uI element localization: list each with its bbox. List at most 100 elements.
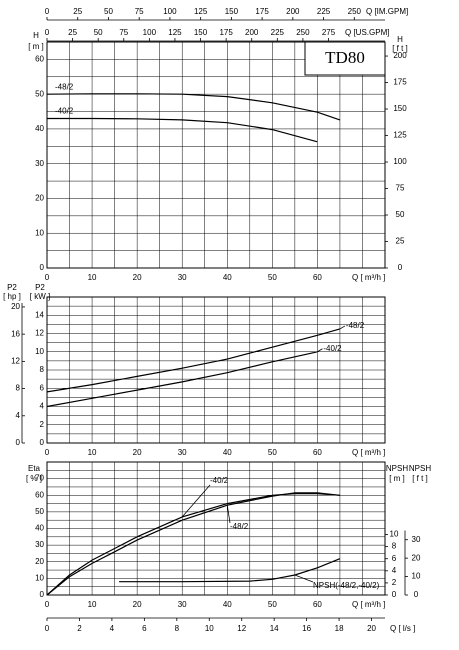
y2-tick-label: 8 [392,542,397,551]
y2-tick-label: 0 [392,590,397,599]
x-tick-label: 60 [313,448,322,457]
curve [46,351,318,408]
y-tick-label: 10 [35,573,44,582]
top-tick-label: 75 [119,28,128,37]
y-tick-label: 20 [35,194,44,203]
leader [339,325,346,330]
bottom-tick-label: 16 [302,624,311,633]
y-tick-label: 0 [40,590,45,599]
top-tick-label: 250 [348,7,362,16]
y2-tick-label: 20 [11,302,20,311]
y3-axis-label: [ f t ] [412,474,428,483]
y-axis-label: P2 [35,283,45,292]
series-label: -40/2 [323,344,342,353]
bottom-tick-label: 6 [142,624,147,633]
curve [47,117,318,143]
plot-frame [46,41,386,269]
y-axis-label: [ % ] [26,474,42,483]
x-tick-label: 0 [45,448,50,457]
y-tick-label: 30 [35,540,44,549]
y-tick-label: 2 [40,420,45,429]
series-label: -48/2 [346,321,365,330]
bottom-tick-label: 20 [367,624,376,633]
y2-tick-label: 150 [393,104,407,113]
y2-tick-label: 10 [390,530,399,539]
y-tick-label: 40 [35,124,44,133]
top-tick-label: 175 [255,7,269,16]
y-tick-label: 60 [35,490,44,499]
y3-tick-label: 20 [412,553,421,562]
top-tick-label: 125 [194,7,208,16]
x-axis-label: Q [ m³/h ] [352,448,385,457]
x-tick-label: 40 [223,273,232,282]
y3-tick-label: 10 [412,572,421,581]
top-tick-label: 225 [317,7,331,16]
x-axis-label: Q [ m³/h ] [352,600,385,609]
top-tick-label: 25 [73,7,82,16]
top-tick-label: 25 [68,28,77,37]
x-tick-label: 30 [178,448,187,457]
y-tick-label: 70 [35,474,44,483]
y2-tick-label: 16 [11,329,20,338]
y-tick-label: 14 [35,310,44,319]
y2-axis-label: [ m ] [389,474,405,483]
y3-axis-label: NPSH [409,464,431,473]
y2-tick-label: 175 [393,78,407,87]
x-tick-label: 50 [268,448,277,457]
top-tick-label: 275 [322,28,336,37]
leader [294,574,314,583]
y-axis-label: Eta [28,464,41,473]
y2-axis-label: P2 [7,283,17,292]
top-tick-label: 175 [219,28,233,37]
x-tick-label: 20 [133,600,142,609]
series-label: -48/2 [55,82,74,91]
curve [46,93,341,121]
x-tick-label: 20 [133,448,142,457]
x-tick-label: 60 [313,600,322,609]
y-tick-label: 6 [40,383,45,392]
y-tick-label: 40 [35,524,44,533]
title-box [304,41,386,76]
curve [119,558,341,583]
y2-tick-label: 8 [16,384,21,393]
curve [46,493,340,596]
x-tick-label: 40 [223,600,232,609]
y2-tick-label: 125 [393,131,407,140]
leader [317,348,323,353]
y2-tick-label: 100 [393,157,407,166]
top-tick-label: 100 [143,28,157,37]
top-axis-label: Q [IM.GPM] [366,7,408,16]
y-tick-label: 8 [40,365,45,374]
bottom-tick-label: 12 [237,624,246,633]
y2-tick-label: 6 [392,554,397,563]
y-tick-label: 0 [40,263,45,272]
plot-frame [46,461,386,596]
y2-tick-label: 0 [16,438,21,447]
y2-axis-label: [ f t ] [392,44,408,53]
chart-title: TD80 [325,48,365,67]
bottom-tick-label: 0 [45,624,50,633]
top-tick-label: 200 [245,28,259,37]
y-tick-label: 20 [35,557,44,566]
y2-axis-label: NPSH [386,464,408,473]
top-tick-label: 0 [45,7,50,16]
y-tick-label: 12 [35,329,44,338]
x-tick-label: 60 [313,273,322,282]
top-tick-label: 50 [94,28,103,37]
bottom-tick-label: 8 [175,624,180,633]
series-label: -40/2 [55,107,74,116]
y2-tick-label: 25 [396,237,405,246]
y-tick-label: 10 [35,228,44,237]
y3-tick-label: 0 [414,590,419,599]
x-tick-label: 0 [45,273,50,282]
x-tick-label: 30 [178,600,187,609]
y-tick-label: 4 [40,402,45,411]
y2-tick-label: 2 [392,578,397,587]
bottom-tick-label: 18 [335,624,344,633]
top-tick-label: 125 [168,28,182,37]
top-tick-label: 75 [135,7,144,16]
y-tick-label: 30 [35,159,44,168]
y-tick-label: 50 [35,89,44,98]
top-tick-label: 200 [286,7,300,16]
